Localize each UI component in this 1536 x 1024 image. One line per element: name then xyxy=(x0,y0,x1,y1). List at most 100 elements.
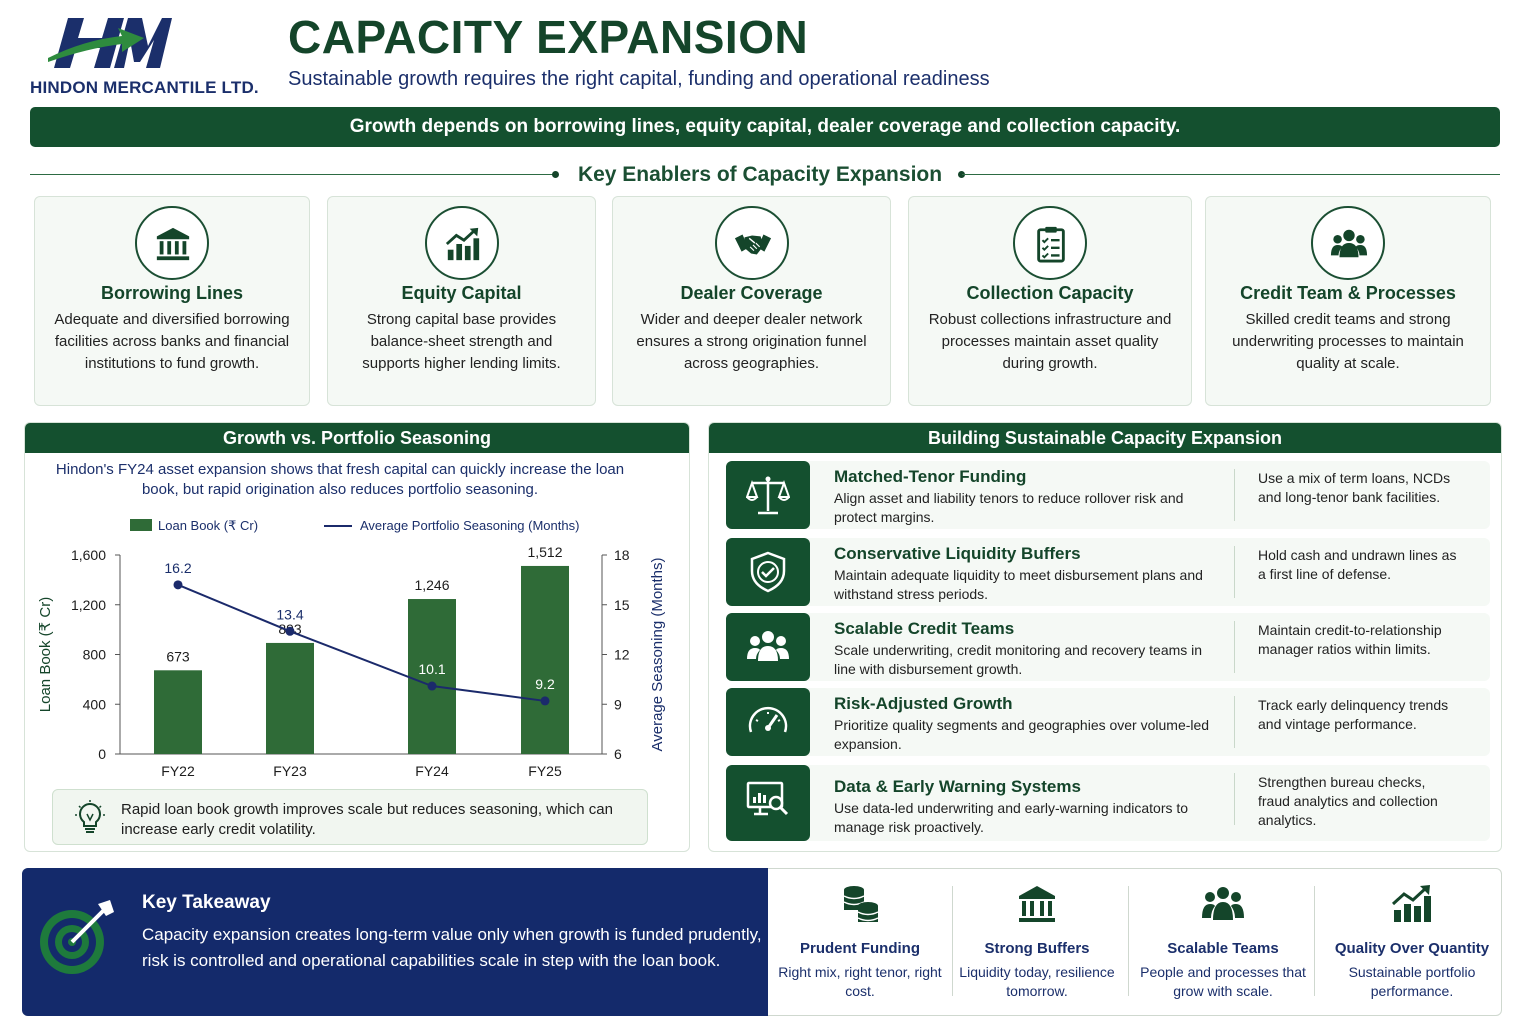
chart-bar xyxy=(154,670,202,754)
section-divider-dot xyxy=(552,171,559,178)
bar-value-label: 1,512 xyxy=(527,544,562,560)
key-message-banner: Growth depends on borrowing lines, equit… xyxy=(30,107,1500,147)
strategy-row-credit-teams: Scalable Credit Teams Scale underwriting… xyxy=(726,613,1490,681)
team-icon xyxy=(1202,887,1244,920)
lightbulb-icon xyxy=(75,800,105,833)
y-tick-label-right: 18 xyxy=(614,547,630,563)
x-tick-label: FY22 xyxy=(161,763,195,779)
bank-icon xyxy=(1019,886,1055,922)
legend-label: Average Portfolio Seasoning (Months) xyxy=(360,518,580,533)
y-tick-label-right: 9 xyxy=(614,696,622,712)
seasoning-line xyxy=(177,583,546,702)
growth-panel: Growth vs. Portfolio Seasoning xyxy=(24,422,690,852)
seasoning-value-label: 9.2 xyxy=(535,676,555,692)
enabler-card-dealer-coverage: Dealer Coverage Wider and deeper dealer … xyxy=(612,196,891,406)
strategy-note: Hold cash and undrawn lines as a first l… xyxy=(1258,547,1457,582)
speedometer-icon xyxy=(726,688,810,756)
pillar-description: Right mix, right tenor, right cost. xyxy=(778,964,942,999)
pillar-prudent-funding: Prudent Funding Right mix, right tenor, … xyxy=(770,882,950,1001)
strategy-title: Conservative Liquidity Buffers xyxy=(834,544,1081,563)
seasoning-value-label: 16.2 xyxy=(164,560,191,576)
seasoning-point xyxy=(540,696,550,706)
seasoning-point xyxy=(285,626,295,636)
pillar-title: Scalable Teams xyxy=(1167,940,1279,957)
takeaway-text: Capacity expansion creates long-term val… xyxy=(142,925,762,970)
x-tick-label: FY24 xyxy=(415,763,449,779)
y-tick-label-left: 1,600 xyxy=(71,547,106,563)
enabler-title: Credit Team & Processes xyxy=(1240,283,1456,303)
building-panel-title: Building Sustainable Capacity Expansion xyxy=(709,423,1501,453)
chart-bar xyxy=(521,565,569,754)
row-divider xyxy=(1234,773,1235,825)
strategy-note: Maintain credit-to-relationship manager … xyxy=(1258,622,1442,657)
legend-line-swatch xyxy=(324,525,352,527)
enabler-title: Dealer Coverage xyxy=(680,283,823,303)
section-divider-dot xyxy=(958,171,965,178)
enabler-description: Strong capital base provides balance-she… xyxy=(362,311,561,372)
y-tick-label-left: 0 xyxy=(98,746,106,762)
strategy-note: Use a mix of term loans, NCDs and long-t… xyxy=(1258,470,1451,505)
pillar-quality-over-quantity: Quality Over Quantity Sustainable portfo… xyxy=(1322,882,1502,1001)
row-divider xyxy=(1234,546,1235,598)
strategy-description: Align asset and liability tenors to redu… xyxy=(834,490,1184,525)
chart-note: Rapid loan book growth improves scale bu… xyxy=(52,789,648,845)
enablers-title: Key Enablers of Capacity Expansion xyxy=(577,163,943,186)
seasoning-point xyxy=(173,580,183,590)
shield-check-icon xyxy=(726,538,810,606)
pillar-title: Prudent Funding xyxy=(800,940,920,957)
strategy-description: Maintain adequate liquidity to meet disb… xyxy=(834,567,1203,602)
handshake-icon xyxy=(714,206,789,280)
company-name: HINDON MERCANTILE LTD. xyxy=(30,78,259,97)
legend-loan-book: Loan Book (₹ Cr) xyxy=(130,518,258,534)
takeaway-panel xyxy=(22,868,768,1016)
chart-bar xyxy=(266,642,314,754)
strategy-note: Strengthen bureau checks, fraud analytic… xyxy=(1258,774,1438,828)
bar-value-label: 673 xyxy=(166,648,190,664)
y-axis-title-left: Loan Book (₹ Cr) xyxy=(37,597,54,712)
pillar-divider xyxy=(1128,886,1129,996)
monitor-search-icon xyxy=(726,765,810,841)
strategy-note: Track early delinquency trends and vinta… xyxy=(1258,697,1449,732)
strategy-description: Prioritize quality segments and geograph… xyxy=(834,717,1210,752)
section-divider-right xyxy=(962,174,1500,175)
pillar-scalable-teams: Scalable Teams People and processes that… xyxy=(1133,882,1313,1001)
strategy-description: Use data-led underwriting and early-warn… xyxy=(834,800,1189,835)
clipboard-icon xyxy=(1013,206,1087,280)
coins-icon xyxy=(843,886,879,922)
enabler-description: Wider and deeper dealer network ensures … xyxy=(636,311,867,372)
pillar-description: Liquidity today, resilience tomorrow. xyxy=(959,964,1115,999)
pillar-description: Sustainable portfolio performance. xyxy=(1348,964,1476,999)
y-tick-label-right: 12 xyxy=(614,647,630,663)
y-tick-label-right: 6 xyxy=(614,746,622,762)
target-icon xyxy=(40,900,114,974)
seasoning-value-label: 13.4 xyxy=(276,606,303,622)
legend-label: Loan Book (₹ Cr) xyxy=(158,518,259,533)
strategy-title: Data & Early Warning Systems xyxy=(834,777,1081,796)
legend-seasoning: Average Portfolio Seasoning (Months) xyxy=(324,518,579,533)
enabler-card-borrowing-lines: Borrowing Lines Adequate and diversified… xyxy=(34,196,310,406)
y-tick-label-left: 400 xyxy=(83,696,107,712)
pillar-description: People and processes that grow with scal… xyxy=(1140,964,1306,999)
y-axis-title-right: Average Seasoning (Months) xyxy=(649,557,666,751)
enabler-description: Robust collections infrastructure and pr… xyxy=(928,311,1172,372)
seasoning-value-label: 10.1 xyxy=(418,661,445,677)
bank-icon xyxy=(135,206,209,280)
pillar-strong-buffers: Strong Buffers Liquidity today, resilien… xyxy=(947,882,1127,1001)
strategy-description: Scale underwriting, credit monitoring an… xyxy=(834,642,1203,677)
row-divider xyxy=(1234,469,1235,521)
strategy-row-early-warning: Data & Early Warning Systems Use data-le… xyxy=(726,765,1490,841)
enabler-title: Collection Capacity xyxy=(966,283,1134,303)
y-tick-label-left: 800 xyxy=(83,647,107,663)
chart-bar xyxy=(408,599,456,754)
growth-chart-icon xyxy=(1391,885,1431,922)
enabler-title: Equity Capital xyxy=(401,283,522,303)
strategy-title: Scalable Credit Teams xyxy=(834,619,1015,638)
strategy-title: Risk-Adjusted Growth xyxy=(834,694,1013,713)
pillar-divider xyxy=(952,886,953,996)
row-divider xyxy=(1234,621,1235,673)
enabler-card-collection-capacity: Collection Capacity Robust collections i… xyxy=(908,196,1192,406)
enabler-card-equity-capital: Equity Capital Strong capital base provi… xyxy=(327,196,596,406)
people-icon xyxy=(726,613,810,681)
enabler-description: Skilled credit teams and strong underwri… xyxy=(1232,311,1464,372)
takeaway-title: Key Takeaway xyxy=(142,892,271,913)
